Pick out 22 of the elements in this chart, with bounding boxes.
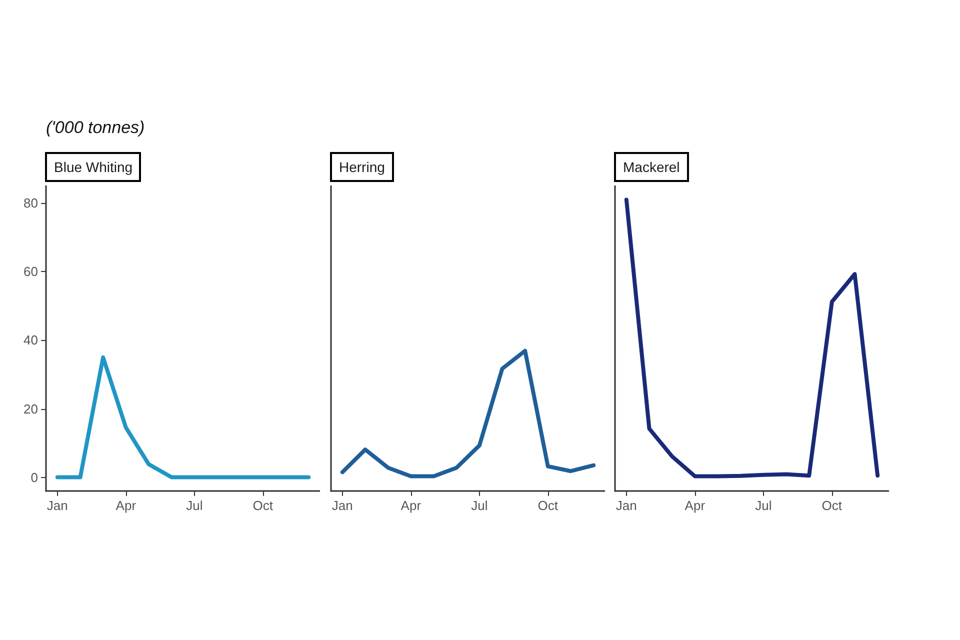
x-tick-label: Oct [538, 498, 558, 513]
x-tick-label: Jan [332, 498, 353, 513]
chart-title: Herring [339, 159, 385, 175]
x-tick-label: Jul [186, 498, 203, 513]
x-tick-label: Jul [755, 498, 772, 513]
x-tick-label: Oct [822, 498, 842, 513]
x-tick-label: Apr [400, 498, 422, 513]
chart-title: Mackerel [623, 159, 680, 175]
x-tick-label: Jan [616, 498, 637, 513]
y-tick-label: 80 [24, 196, 38, 211]
y-tick-label: 0 [30, 470, 38, 485]
x-tick-label: Jul [471, 498, 488, 513]
y-tick-label: 20 [24, 401, 38, 416]
x-tick-label: Jan [46, 498, 68, 513]
x-tick-label: Apr [684, 498, 706, 513]
x-tick-label: Apr [116, 498, 137, 513]
y-tick-label: 60 [24, 264, 38, 280]
line-series [55, 355, 311, 480]
y-tick-label: 40 [24, 332, 38, 348]
y-axis-title: ('000 tonnes) [46, 118, 145, 137]
chart-title: Blue Whiting [54, 159, 133, 175]
x-tick-label: Oct [252, 498, 274, 513]
